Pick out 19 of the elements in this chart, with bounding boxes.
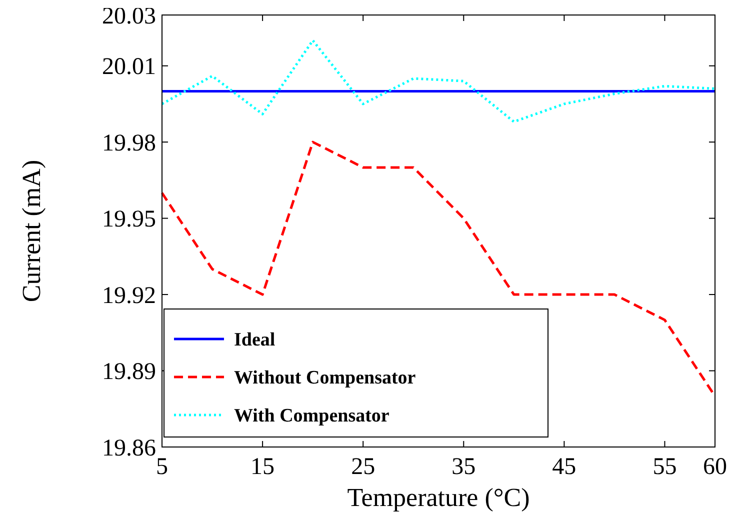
y-tick-label: 20.01 bbox=[102, 54, 156, 80]
x-tick-label: 45 bbox=[552, 454, 576, 480]
y-tick-label: 19.98 bbox=[102, 130, 156, 156]
x-tick-label: 25 bbox=[351, 454, 376, 480]
y-tick-label: 19.89 bbox=[102, 359, 156, 386]
legend-label: Ideal bbox=[234, 330, 276, 351]
legend-label: With Compensator bbox=[234, 406, 390, 427]
x-tick-label: 35 bbox=[452, 454, 476, 480]
y-axis-title: Current (mA) bbox=[17, 160, 46, 302]
x-tick-label: 55 bbox=[652, 454, 677, 480]
x-tick-label: 5 bbox=[156, 454, 168, 480]
x-tick-label: 15 bbox=[250, 454, 275, 480]
line-series bbox=[160, 39, 716, 123]
legend-label: Without Compensator bbox=[234, 368, 416, 389]
x-tick-label: 60 bbox=[703, 454, 727, 480]
y-tick-label: 19.95 bbox=[102, 206, 156, 233]
y-tick-label: 19.92 bbox=[102, 282, 156, 309]
x-axis-title: Temperature (°C) bbox=[347, 483, 530, 512]
y-tick-label: 19.86 bbox=[102, 435, 156, 462]
